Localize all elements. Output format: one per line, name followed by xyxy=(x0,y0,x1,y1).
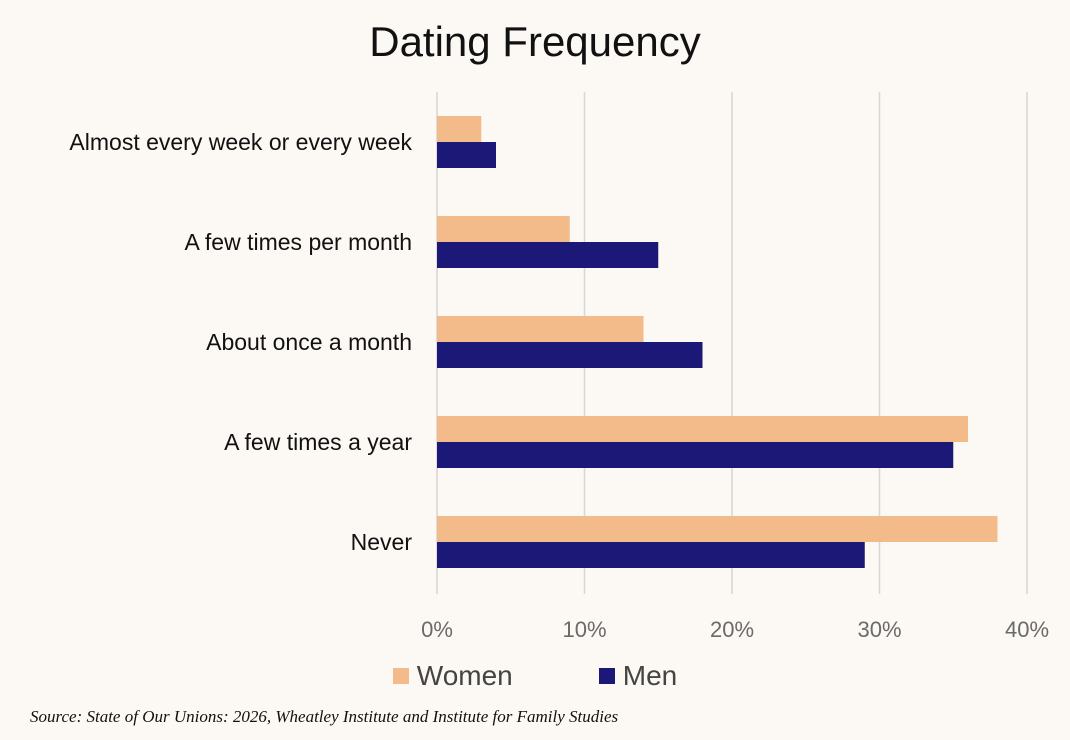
bar-men xyxy=(437,142,496,168)
legend: Women Men xyxy=(0,660,1070,692)
category-label: Never xyxy=(351,529,413,555)
chart-title: Dating Frequency xyxy=(369,18,701,65)
bar-women xyxy=(437,516,998,542)
legend-label-men: Men xyxy=(622,660,678,691)
x-tick-label: 40% xyxy=(1005,617,1049,642)
bar-women xyxy=(437,416,968,442)
category-label: About once a month xyxy=(206,329,412,355)
legend-item-women: Women xyxy=(392,660,513,692)
bar-men xyxy=(437,542,865,568)
legend-label-women: Women xyxy=(416,660,513,691)
legend-swatch-women xyxy=(392,668,409,684)
bar-men xyxy=(437,442,954,468)
legend-item-men: Men xyxy=(598,660,678,692)
bar-women xyxy=(437,216,570,242)
bar-women xyxy=(437,316,644,342)
bar-men xyxy=(437,242,659,268)
x-tick-label: 20% xyxy=(710,617,754,642)
category-label: Almost every week or every week xyxy=(69,129,412,155)
bar-women xyxy=(437,116,482,142)
category-label: A few times a year xyxy=(224,429,412,455)
legend-swatch-men xyxy=(598,668,615,684)
x-tick-label: 10% xyxy=(562,617,606,642)
category-label: A few times per month xyxy=(184,229,412,255)
x-tick-label: 0% xyxy=(421,617,453,642)
source-note: Source: State of Our Unions: 2026, Wheat… xyxy=(30,707,619,726)
bar-men xyxy=(437,342,703,368)
x-tick-label: 30% xyxy=(857,617,901,642)
